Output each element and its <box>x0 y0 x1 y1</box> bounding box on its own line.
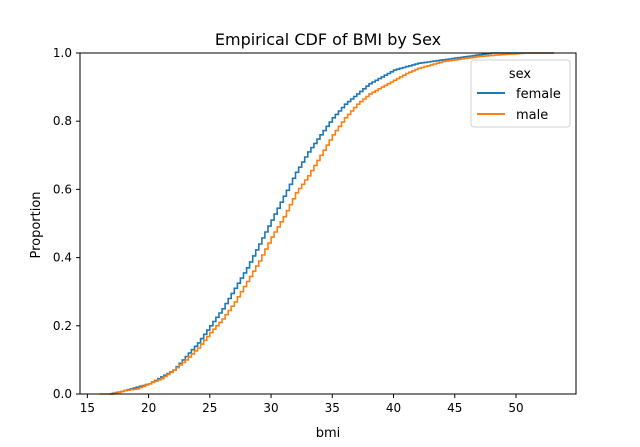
legend-label-female: female <box>516 87 561 102</box>
legend-box <box>470 59 571 128</box>
y-tick-label: 0.6 <box>53 182 72 196</box>
x-tick-label: 20 <box>141 401 156 415</box>
x-tick-label: 40 <box>386 401 401 415</box>
x-axis-label: bmi <box>316 426 341 441</box>
legend: sex female male <box>470 59 571 128</box>
x-tick-label: 50 <box>508 401 523 415</box>
legend-entries: female male <box>477 87 561 123</box>
chart-title: Empirical CDF of BMI by Sex <box>215 30 441 49</box>
plot-frame <box>79 52 577 395</box>
x-axis: 15 20 25 30 35 40 45 50 <box>80 394 524 415</box>
x-tick-label: 35 <box>325 401 340 415</box>
plot-area <box>79 52 577 395</box>
series-line-male <box>99 52 554 395</box>
y-tick-label: 1.0 <box>53 46 72 60</box>
y-tick-label: 0.0 <box>53 387 72 401</box>
legend-label-male: male <box>516 108 548 123</box>
y-axis-label: Proportion <box>29 191 44 258</box>
x-tick-label: 30 <box>263 401 278 415</box>
x-tick-label: 15 <box>80 401 95 415</box>
y-tick-label: 0.4 <box>53 251 72 265</box>
y-tick-label: 0.8 <box>53 114 72 128</box>
y-tick-label: 0.2 <box>53 319 72 333</box>
y-axis: 0.0 0.2 0.4 0.6 0.8 1.0 <box>53 46 80 401</box>
x-tick-label: 45 <box>447 401 462 415</box>
x-tick-label: 25 <box>202 401 217 415</box>
legend-title: sex <box>509 67 532 82</box>
